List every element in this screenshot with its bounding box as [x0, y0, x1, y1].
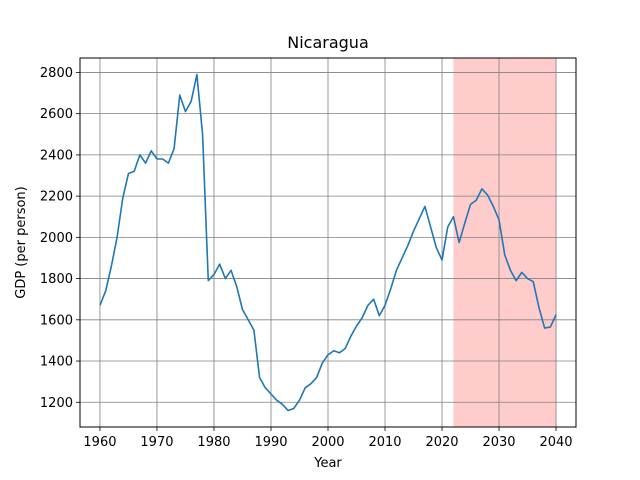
x-tick-label: 1970 — [140, 435, 173, 450]
x-tick-label: 1980 — [197, 435, 230, 450]
y-tick-label: 1200 — [40, 396, 73, 411]
x-tick-label: 2010 — [368, 435, 401, 450]
x-axis-label: Year — [313, 456, 342, 471]
shaded-region-layer — [453, 58, 557, 427]
x-tick-label: 2040 — [539, 435, 572, 450]
x-tick-label: 2020 — [425, 435, 458, 450]
y-tick-label: 2200 — [40, 190, 73, 205]
y-axis-label: GDP (per person) — [14, 186, 29, 299]
y-tick-label: 1400 — [40, 355, 73, 370]
y-tick-label: 2800 — [40, 66, 73, 81]
x-tick-label: 2030 — [482, 435, 515, 450]
axis-ticks: 1960 1970 1980 1990 2000 2010 2020 2030 2040 1200… — [40, 66, 573, 450]
y-tick-label: 2000 — [40, 231, 73, 246]
y-tick-label: 2400 — [40, 148, 73, 163]
y-tick-label: 2600 — [40, 107, 73, 122]
gdp-series-line — [99, 73, 557, 412]
x-tick-label: 2000 — [311, 435, 344, 450]
gridlines — [80, 58, 576, 427]
chart-title: Nicaragua — [287, 33, 369, 52]
series-layer — [99, 73, 557, 412]
y-tick-label: 1600 — [40, 313, 73, 328]
x-tick-label: 1990 — [254, 435, 287, 450]
x-tick-label: 1960 — [83, 435, 116, 450]
y-tick-label: 1800 — [40, 272, 73, 287]
forecast-shaded-region — [453, 58, 557, 427]
